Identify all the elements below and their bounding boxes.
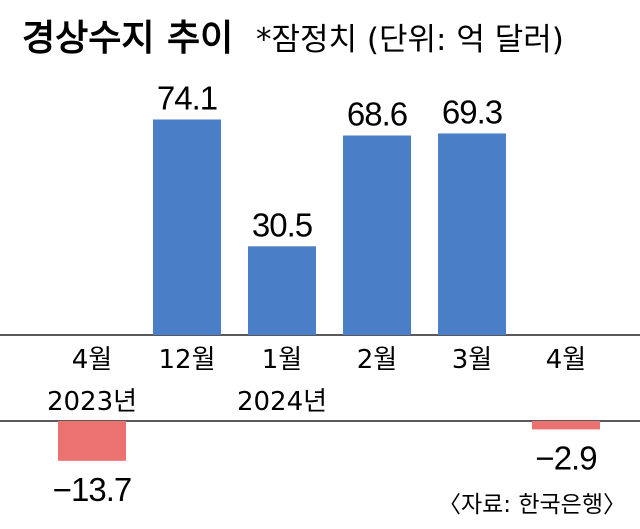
- bar-4: [438, 133, 506, 335]
- value-label-1: 74.1: [157, 80, 217, 117]
- bar-5: [532, 421, 600, 430]
- bar-2: [248, 246, 316, 335]
- value-label-2: 30.5: [252, 206, 312, 243]
- value-label-0: −13.7: [53, 471, 132, 508]
- labels-group: −13.7 4월 2023년 74.1 12월 30.5 1월 2024년 68.6 2월 69.3…: [47, 80, 598, 508]
- bars-group: [58, 119, 600, 461]
- bar-0: [58, 421, 126, 461]
- chart-title: 경상수지 추이: [22, 18, 233, 59]
- category-label-5: 4월: [546, 345, 586, 375]
- value-label-4: 69.3: [442, 93, 502, 130]
- year-label-0: 2023년: [47, 387, 137, 417]
- bar-3: [343, 135, 411, 335]
- value-label-5: −2.9: [535, 439, 596, 476]
- year-label-2: 2024년: [237, 387, 327, 417]
- category-label-4: 3월: [452, 345, 492, 375]
- source-note: 〈자료: 한국은행〉: [438, 492, 626, 518]
- category-label-2: 1월: [262, 345, 302, 375]
- category-label-1: 12월: [158, 345, 215, 375]
- category-label-0: 4월: [72, 345, 112, 375]
- chart-subtitle: *잠정치 (단위: 억 달러): [256, 22, 564, 58]
- value-label-3: 68.6: [347, 95, 407, 132]
- bar-1: [153, 119, 221, 335]
- category-label-3: 2월: [357, 345, 397, 375]
